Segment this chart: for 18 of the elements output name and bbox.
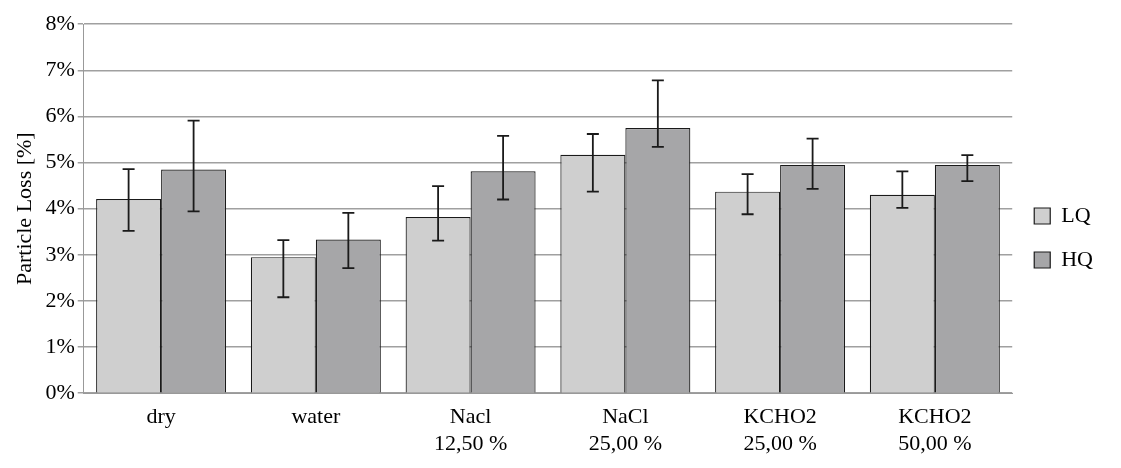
- y-tick-label: 6%: [45, 102, 75, 128]
- y-tick-label: 5%: [45, 148, 75, 174]
- x-tick-label: water: [291, 403, 341, 429]
- legend-label: LQ: [1061, 201, 1091, 227]
- x-tick-label: KCHO2 25,00 %: [743, 403, 817, 455]
- y-tick-label: 7%: [45, 56, 75, 82]
- x-tick-label: KCHO2 50,00 %: [898, 403, 972, 455]
- y-tick-label: 0%: [45, 378, 75, 404]
- legend-label: HQ: [1061, 245, 1094, 271]
- y-tick-label: 1%: [45, 332, 75, 358]
- y-tick-label: 2%: [45, 286, 75, 312]
- x-tick-label: Nacl 12,50 %: [433, 403, 508, 455]
- y-tick-label: 8%: [45, 9, 75, 35]
- y-tick-label: 4%: [45, 194, 75, 220]
- x-tick-label: NaCl 25,00 %: [588, 403, 663, 455]
- x-tick-label: dry: [146, 403, 176, 429]
- y-axis-title: Particle Loss [%]: [10, 132, 36, 286]
- y-tick-label: 3%: [45, 240, 75, 266]
